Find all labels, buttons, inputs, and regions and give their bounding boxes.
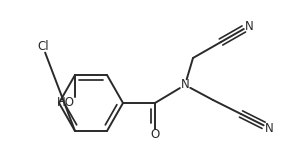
Text: O: O: [150, 128, 160, 141]
Text: N: N: [245, 19, 253, 32]
Text: N: N: [265, 122, 273, 135]
Text: HO: HO: [57, 97, 75, 109]
Text: Cl: Cl: [37, 41, 49, 54]
Text: N: N: [181, 78, 189, 92]
